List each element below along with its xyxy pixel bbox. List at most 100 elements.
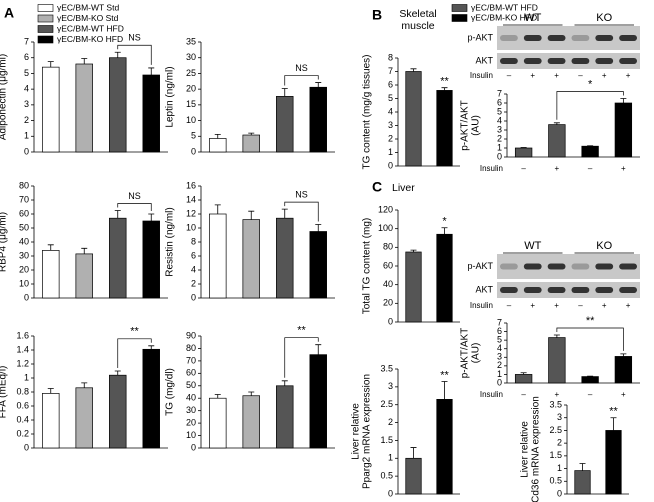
blot-group-label: KO: [596, 12, 612, 24]
blot-lane-label: +: [530, 301, 535, 310]
blot-band: [571, 287, 590, 293]
y-tick-label: 1.4: [16, 344, 29, 354]
blot-row-label: p-AKT: [467, 32, 493, 42]
y-tick-label: 0.8: [16, 386, 29, 396]
y-axis-label: Adiponectin (μg/ml): [0, 54, 9, 140]
y-tick-label: 0: [388, 488, 393, 498]
y-tick-label: 0: [497, 377, 502, 387]
y-tick-label: 2: [388, 417, 393, 427]
error-bar: [315, 224, 322, 232]
y-tick-label: 12: [186, 208, 196, 218]
y-tick-label: 3: [24, 99, 29, 109]
bracket: [117, 44, 152, 65]
bracket-label: **: [586, 315, 595, 327]
y-tick-label: 60: [383, 260, 393, 270]
error-bar: [410, 68, 417, 72]
legend-swatch: [37, 14, 54, 23]
error-bar: [410, 249, 417, 252]
x-tick-label: –: [521, 164, 526, 173]
legend-label: γEC/BM-KO Std: [57, 13, 119, 23]
blot-band: [547, 287, 566, 293]
error-bar: [148, 345, 155, 350]
significance-label: **: [440, 76, 449, 88]
y-tick-label: 20: [383, 298, 393, 308]
error-bar: [47, 388, 54, 394]
panel-label: C: [372, 179, 382, 195]
blot-band: [500, 287, 518, 293]
x-tick-label: +: [621, 164, 626, 173]
error-bar: [214, 204, 221, 214]
bar: [309, 86, 327, 153]
bar: [242, 134, 260, 153]
blot-group-label: WT: [524, 240, 541, 252]
y-tick-label: 8: [191, 236, 196, 246]
error-bar: [81, 382, 88, 388]
error-bar: [148, 67, 155, 75]
bar: [75, 387, 93, 449]
blot-group-label: KO: [596, 240, 612, 252]
y-tick-label: 120: [378, 204, 393, 214]
y-tick-label: 20: [19, 264, 29, 274]
bracket: [117, 203, 152, 211]
bar: [581, 376, 599, 384]
y-tick-label: 2: [24, 115, 29, 125]
error-bar: [114, 51, 121, 58]
error-bar: [148, 213, 155, 221]
y-tick-label: 1: [24, 131, 29, 141]
y-tick-label: 10: [186, 222, 196, 232]
blot-band: [595, 35, 614, 41]
y-tick-label: 3: [497, 352, 502, 362]
blot-strip: [497, 282, 640, 298]
y-axis-label: TG content (mg/g tissues): [362, 54, 373, 169]
y-tick-label: 7: [497, 317, 502, 327]
error-bar: [248, 210, 255, 220]
y-tick-label: 2: [497, 360, 502, 370]
bar: [405, 71, 422, 167]
y-tick-label: 15: [186, 99, 196, 109]
legend-swatch: [451, 4, 468, 12]
y-tick-label: 0: [388, 160, 393, 170]
y-tick-label: 7: [24, 36, 29, 46]
blot-group-label: WT: [524, 12, 541, 24]
y-tick-label: 1: [388, 147, 393, 157]
y-axis-label: Liver relative: [520, 421, 531, 478]
bracket-label: *: [588, 78, 593, 90]
bracket-label: NS: [295, 63, 308, 73]
y-tick-label: 6: [497, 326, 502, 336]
blot-band: [619, 35, 637, 41]
blot-row-label: AKT: [475, 55, 493, 65]
blot-lane-label: –: [507, 71, 512, 80]
y-tick-label: 0.4: [16, 414, 29, 424]
y-tick-label: 0: [191, 442, 196, 452]
blot-strip: [497, 254, 640, 279]
y-tick-label: 20: [186, 417, 196, 427]
y-tick-label: 7: [388, 66, 393, 76]
y-tick-label: 10: [19, 278, 29, 288]
y-tick-label: 70: [19, 194, 29, 204]
bar: [209, 213, 227, 299]
y-tick-label: 10: [186, 115, 196, 125]
blot-strip: [497, 53, 640, 69]
blot-lane-label: +: [626, 71, 631, 80]
bar: [436, 399, 453, 495]
y-tick-label: 80: [383, 242, 393, 252]
y-tick-label: 20: [186, 84, 196, 94]
legend-swatch: [37, 4, 54, 12]
blot-band: [523, 263, 542, 270]
error-bar: [620, 98, 627, 103]
y-axis-label: Total TG content (mg): [362, 218, 373, 315]
blot-band: [571, 58, 590, 64]
y-tick-label: 0: [557, 488, 562, 498]
bar: [75, 253, 93, 299]
bar: [42, 250, 60, 299]
y-tick-label: 3: [557, 412, 562, 422]
blot-row-label: p-AKT: [467, 261, 493, 271]
blot-lane-label: –: [507, 301, 512, 310]
error-bar: [47, 244, 54, 251]
legend-label: γEC/BM-KO HFD: [471, 12, 537, 22]
y-tick-label: 100: [378, 223, 393, 233]
bar: [581, 145, 599, 158]
bracket: [117, 338, 152, 368]
y-tick-label: 90: [186, 330, 196, 340]
